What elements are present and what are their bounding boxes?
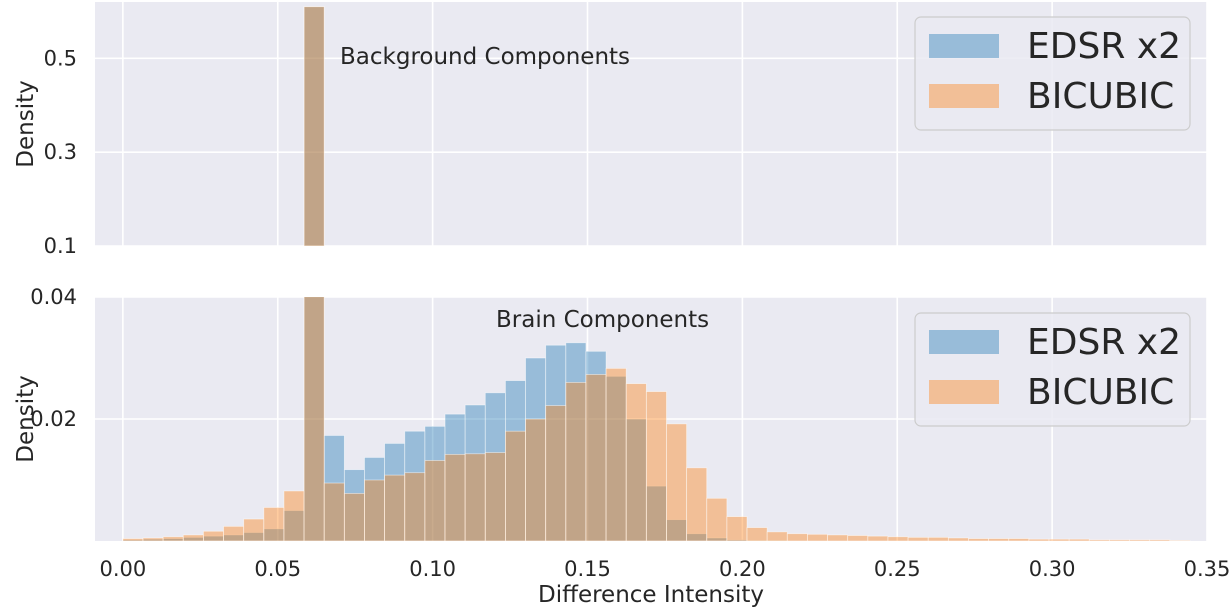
y-tick-label: 0.5	[44, 46, 77, 70]
legend-swatch-edsr	[929, 330, 999, 354]
histogram-bar-bicubic	[1109, 539, 1130, 541]
x-axis-label: Difference Intensity	[538, 582, 764, 607]
histogram-bar-bicubic	[263, 507, 285, 541]
histogram-bar-bicubic	[786, 533, 808, 541]
histogram-bar-bicubic	[867, 535, 889, 541]
legend: EDSR x2 BICUBIC	[914, 312, 1191, 427]
histogram-bar-bicubic	[283, 490, 305, 541]
histogram-bar-bicubic	[585, 374, 607, 541]
histogram-bar-bicubic	[424, 460, 446, 541]
x-tick-label: 0.10	[409, 557, 456, 581]
histogram-bar-bicubic	[686, 467, 708, 541]
bars-bottom	[122, 297, 1191, 541]
histogram-bar-bicubic	[223, 525, 245, 541]
histogram-bar-bicubic	[364, 479, 386, 541]
histogram-bar-bicubic	[303, 6, 325, 246]
histogram-bar-bicubic	[706, 497, 728, 541]
legend-box	[914, 16, 1191, 131]
histogram-bar-bicubic	[182, 534, 204, 541]
x-tick-label: 0.05	[254, 557, 301, 581]
y-axis-label: Density	[13, 80, 39, 167]
histogram-bar-bicubic	[726, 516, 748, 541]
histogram-bar-bicubic	[968, 538, 990, 541]
x-tick-label: 0.15	[564, 557, 611, 581]
x-tick-label: 0.20	[719, 557, 766, 581]
histogram-bar-bicubic	[1149, 539, 1171, 541]
legend-label: BICUBIC	[1027, 372, 1174, 413]
legend-label: BICUBIC	[1027, 76, 1174, 117]
legend-swatch-edsr	[929, 34, 999, 58]
y-tick-label: 0.02	[30, 407, 77, 431]
legend-swatch-bicubic	[929, 84, 999, 108]
histogram-bar-bicubic	[464, 453, 486, 541]
histogram-bar-bicubic	[404, 472, 426, 541]
y-tick-label: 0.1	[44, 234, 77, 258]
histogram-bar-bicubic	[605, 367, 627, 541]
histogram-bar-bicubic	[645, 391, 667, 541]
x-tick-label: 0.30	[1029, 557, 1076, 581]
histogram-bar-bicubic	[505, 430, 526, 541]
histogram-bar-bicubic	[343, 493, 365, 541]
histogram-bar-bicubic	[1088, 539, 1110, 541]
histogram-bar-bicubic	[625, 383, 647, 541]
y-tick-label: 0.04	[30, 285, 77, 309]
legend: EDSR x2 BICUBIC	[914, 16, 1191, 131]
legend-swatch-bicubic	[929, 380, 999, 404]
histogram-bar-bicubic	[1068, 538, 1090, 541]
histogram-bar-bicubic	[746, 527, 768, 541]
histogram-bar-bicubic	[1028, 538, 1050, 541]
histogram-bar-bicubic	[1008, 538, 1030, 541]
histogram-bar-bicubic	[887, 536, 909, 541]
histogram-bar-bicubic	[384, 474, 406, 541]
histogram-bar-bicubic	[162, 536, 184, 541]
histogram-bar-bicubic	[444, 453, 466, 541]
panel-bottom: 0.02 0.04 Density Brain Components EDSR x2 BI…	[13, 285, 1208, 541]
legend-label: EDSR x2	[1027, 26, 1181, 67]
histogram-bar-bicubic	[947, 537, 969, 541]
histogram-bar-bicubic	[927, 536, 949, 541]
histogram-bar-bicubic	[484, 452, 506, 541]
legend-box	[914, 312, 1191, 427]
annotation-text: Brain Components	[496, 307, 709, 333]
histogram-bar-bicubic	[303, 297, 325, 541]
histogram-bar-bicubic	[1048, 538, 1070, 541]
histogram-bar-bicubic	[525, 418, 547, 541]
histogram-bar-bicubic	[1129, 539, 1151, 541]
x-tick-label: 0.00	[99, 557, 146, 581]
y-tick-label: 0.3	[44, 140, 77, 164]
annotation-text: Background Components	[340, 44, 630, 70]
histogram-bar-bicubic	[766, 531, 788, 541]
histogram-bar-bicubic	[847, 535, 869, 541]
y-axis-label: Density	[13, 375, 39, 462]
histogram-bar-bicubic	[988, 538, 1010, 541]
histogram-bar-bicubic	[1169, 539, 1191, 541]
bars-top	[303, 6, 325, 246]
histogram-bar-bicubic	[243, 518, 265, 541]
histogram-bar-bicubic	[203, 530, 224, 541]
histogram-bar-bicubic	[142, 537, 164, 541]
x-tick-label: 0.25	[874, 557, 921, 581]
x-tick-label: 0.35	[1184, 557, 1231, 581]
histogram-bar-bicubic	[907, 536, 929, 541]
histogram-bar-bicubic	[122, 538, 144, 541]
legend-label: EDSR x2	[1027, 322, 1181, 363]
histogram-bar-bicubic	[827, 534, 849, 541]
histogram-bar-bicubic	[323, 482, 345, 541]
histogram-bar-bicubic	[565, 381, 587, 541]
histogram-bar-bicubic	[666, 423, 688, 541]
histogram-bar-bicubic	[545, 405, 567, 541]
histogram-bar-bicubic	[807, 533, 828, 541]
